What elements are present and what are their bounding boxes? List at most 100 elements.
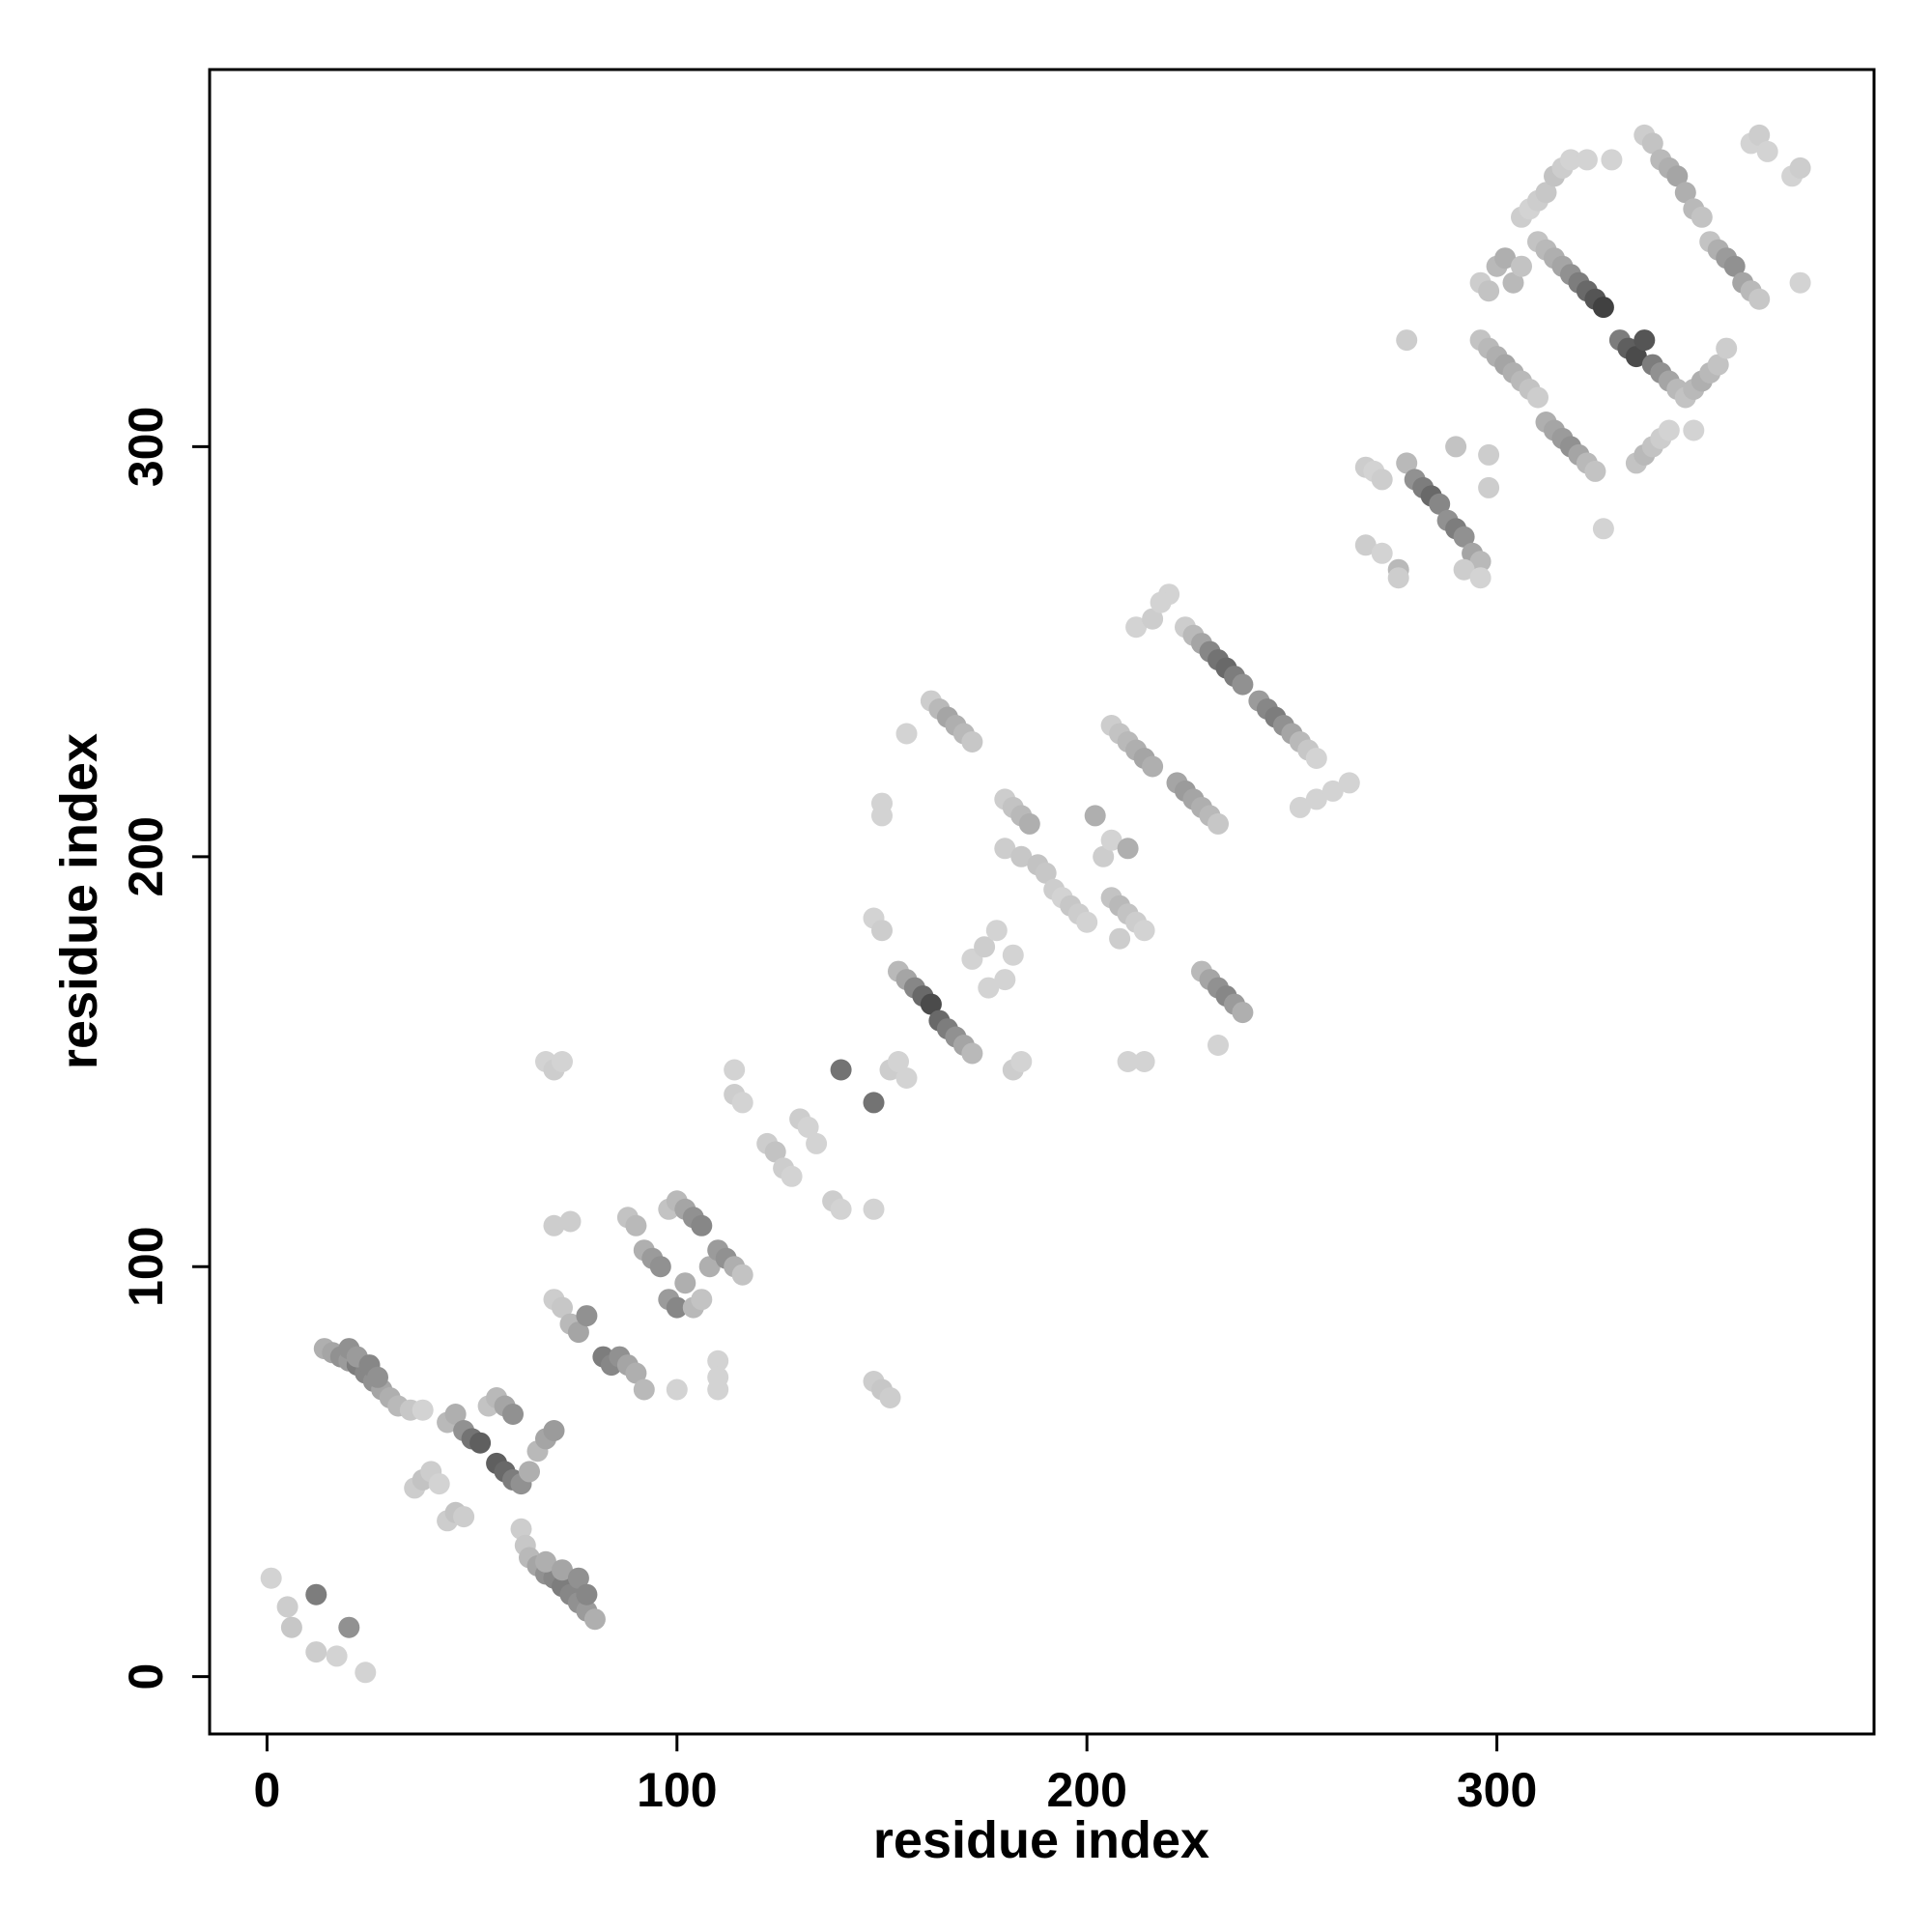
contact-point (1748, 288, 1771, 310)
contact-point (1018, 812, 1040, 835)
contact-point (698, 1256, 721, 1278)
contact-point (1208, 1035, 1229, 1056)
contact-point (1354, 534, 1377, 556)
contact-point (1117, 1051, 1139, 1072)
contact-point (961, 731, 983, 753)
contact-point (1109, 927, 1131, 950)
contact-point (1469, 567, 1492, 589)
x-tick-label: 100 (637, 1763, 717, 1817)
contact-point (1478, 476, 1500, 498)
contact-point (1321, 780, 1344, 802)
contact-point (260, 1567, 282, 1589)
contact-point (731, 1264, 753, 1286)
contact-point (1592, 297, 1614, 319)
contact-point (1010, 845, 1033, 867)
contact-point (1453, 526, 1475, 548)
contact-point (1716, 337, 1738, 359)
contact-point (453, 1506, 475, 1528)
contact-point (1601, 149, 1623, 171)
contact-point (707, 1350, 729, 1372)
contact-point (1723, 255, 1746, 277)
y-tick-label: 200 (119, 816, 173, 896)
y-tick-label: 100 (119, 1226, 173, 1306)
contact-point (961, 1042, 983, 1065)
contact-point (305, 1641, 327, 1663)
contact-point (1756, 140, 1778, 162)
contact-point (830, 1059, 852, 1081)
contact-point (978, 977, 1000, 999)
y-axis-title: residue index (50, 733, 108, 1069)
contact-point (1133, 1051, 1155, 1072)
contact-point (1338, 772, 1360, 794)
contact-point (1429, 493, 1451, 515)
contact-point (1305, 788, 1327, 810)
contact-point (888, 1051, 909, 1072)
contact-point (994, 969, 1016, 991)
contact-point (1592, 518, 1614, 540)
contact-point (871, 805, 893, 827)
contact-point (1666, 165, 1689, 187)
contact-point (806, 1132, 828, 1154)
contact-point (797, 1116, 819, 1138)
contact-point (871, 920, 893, 942)
contact-point (691, 1214, 713, 1236)
contact-point (625, 1362, 647, 1384)
contact-point (1084, 805, 1106, 827)
contact-point (1002, 944, 1024, 966)
contact-point (879, 1387, 901, 1408)
contact-point (502, 1404, 524, 1425)
contact-point (305, 1583, 327, 1605)
contact-point (1035, 862, 1057, 884)
contact-point (428, 1473, 450, 1495)
contact-point (567, 1321, 589, 1344)
contact-point (764, 1141, 786, 1163)
contact-point (519, 1461, 540, 1483)
y-tick-label: 300 (119, 407, 173, 487)
x-axis: 0 100 200 300 (254, 1734, 1537, 1817)
contact-point (576, 1583, 598, 1605)
contact-point (707, 1378, 729, 1401)
contact-point (412, 1399, 434, 1421)
contact-point (649, 1256, 671, 1278)
contact-point (326, 1645, 348, 1667)
contact-point (543, 1420, 565, 1441)
contact-point (583, 1608, 606, 1631)
contact-point (280, 1616, 302, 1638)
contact-point (444, 1404, 467, 1425)
x-tick-label: 300 (1457, 1763, 1537, 1817)
contact-point (1396, 329, 1418, 352)
contact-point (1208, 812, 1229, 835)
contact-point (1527, 386, 1548, 409)
contact-point (1535, 182, 1557, 204)
contact-point (355, 1662, 377, 1684)
contact-point (1641, 132, 1663, 155)
contact-point (567, 1567, 589, 1589)
contact-point (974, 936, 996, 958)
contact-point (625, 1214, 647, 1236)
contact-point (1371, 542, 1393, 564)
contact-point (985, 920, 1008, 942)
contact-point (1584, 460, 1606, 482)
contact-point (920, 993, 942, 1015)
contact-point (552, 1559, 573, 1581)
y-tick-label: 0 (119, 1663, 173, 1690)
contact-point (1658, 419, 1680, 441)
contact-point (469, 1432, 492, 1454)
contact-point (895, 723, 918, 745)
contact-point (1396, 452, 1418, 474)
contact-point (994, 838, 1016, 860)
contact-point (1494, 247, 1517, 270)
contact-point (1560, 149, 1581, 171)
contact-point (731, 1092, 753, 1114)
contact-point (1010, 1051, 1033, 1072)
x-tick-label: 0 (254, 1763, 281, 1817)
contact-point (1478, 443, 1500, 466)
contact-point (1371, 469, 1393, 491)
contact-point (1634, 329, 1656, 352)
contact-point (276, 1596, 298, 1618)
contact-point (666, 1378, 688, 1401)
contact-point (1576, 149, 1598, 171)
contact-point (543, 1214, 565, 1236)
contact-point (1690, 206, 1713, 228)
